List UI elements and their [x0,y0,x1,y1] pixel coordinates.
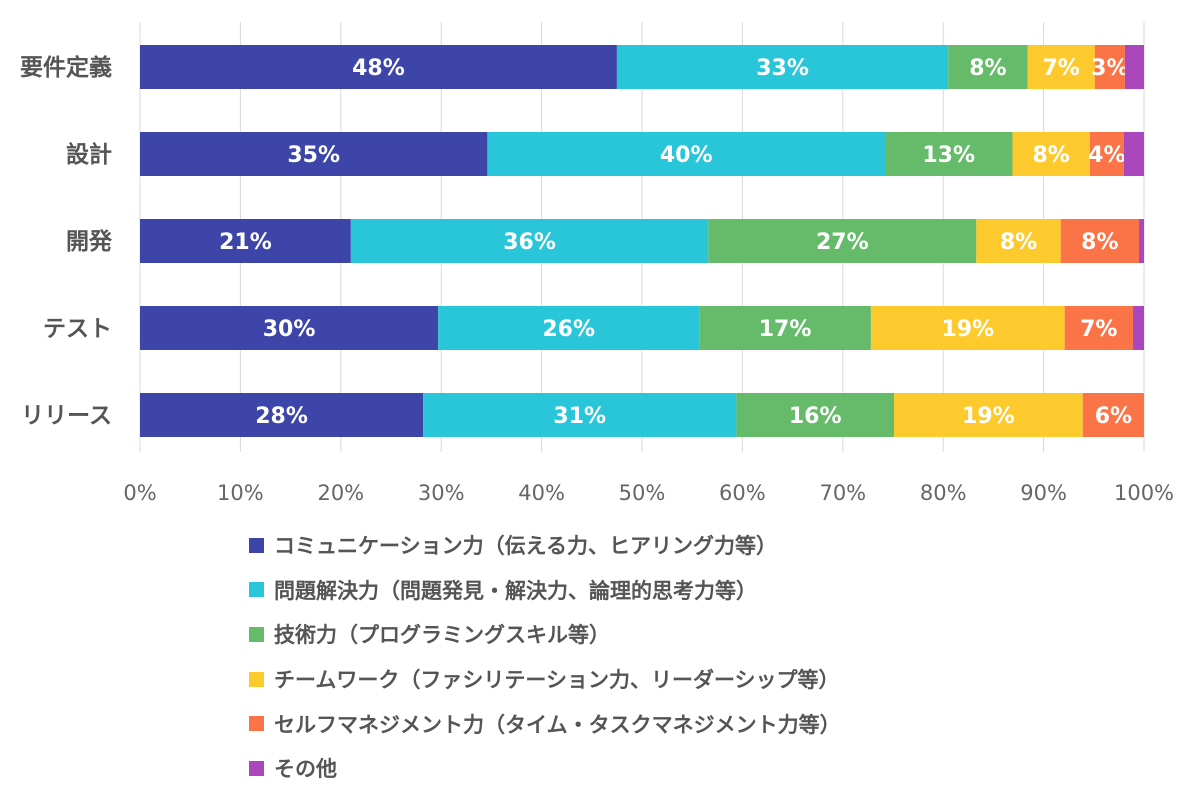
data-label: 13% [922,143,975,168]
legend-item: コミュニケーション力（伝える力、ヒアリング力等） [249,523,1049,568]
data-label: 4% [1088,143,1125,168]
data-label: 40% [660,143,713,168]
bar-segment [1082,393,1144,437]
bar-segment [616,45,949,89]
bar-segment [1064,306,1133,350]
legend-label: セルフマネジメント力（タイム・タスクマネジメント力等） [274,712,841,737]
data-label: 36% [503,230,556,255]
legend-swatch [249,582,264,598]
data-label: 31% [553,404,606,429]
bar-segment [350,219,709,263]
legend-swatch [249,671,264,687]
bar-segment [884,132,1013,176]
x-tick-label: 60% [719,481,766,505]
bar-segment [140,393,424,437]
data-label: 33% [756,56,809,81]
data-label: 17% [759,317,812,342]
data-label: 3% [1091,56,1128,81]
x-tick-label: 40% [518,481,565,505]
data-label: 26% [542,317,595,342]
legend-swatch [249,716,264,732]
legend-item: その他 [249,746,1049,791]
bar-segment [140,132,488,176]
bar-segment [699,306,871,350]
data-label: 19% [962,404,1015,429]
legend: コミュニケーション力（伝える力、ヒアリング力等） 問題解決力（問題発見・解決力、論… [249,523,1049,791]
bar-segment [1060,219,1139,263]
data-label: 30% [263,317,316,342]
bar-segment [1027,45,1095,89]
legend-item: セルフマネジメント力（タイム・タスクマネジメント力等） [249,701,1049,746]
data-label: 7% [1080,317,1117,342]
data-label: 7% [1042,56,1079,81]
legend-label: 技術力（プログラミングスキル等） [274,623,610,648]
data-label: 6% [1095,404,1132,429]
data-label: 8% [1000,230,1037,255]
bar-segment [487,132,885,176]
legend-label: コミュニケーション力（伝える力、ヒアリング力等） [274,534,777,559]
data-label: 35% [287,143,340,168]
bar-segment [894,393,1083,437]
x-tick-label: 80% [920,481,967,505]
x-tick-label: 20% [317,481,364,505]
bar-segment [708,219,977,263]
bar-segment [1124,45,1144,89]
bar-segment [140,219,351,263]
x-tick-label: 100% [1114,481,1174,505]
x-axis-tick-labels: 0% 10% 20% 30% 40% 50% 60% 70% 80% 90% 100% [123,481,1174,505]
bar-segment [1123,132,1144,176]
bar-segment [140,306,439,350]
legend-item: 問題解決力（問題発見・解決力、論理的思考力等） [249,568,1049,613]
legend-swatch [249,760,264,776]
x-tick-label: 10% [217,481,264,505]
data-label: 8% [1081,230,1118,255]
legend-item: チームワーク（ファシリテーション力、リーダーシップ等） [249,657,1049,702]
legend-label: 問題解決力（問題発見・解決力、論理的思考力等） [274,578,757,603]
bar-segment [438,306,700,350]
bar-segment [423,393,737,437]
data-label: 19% [941,317,994,342]
data-label: 16% [789,404,842,429]
bars: 48% 33% 8% 7% 3% 35% 40% 13% 8% 4% 21% 36% 27% 8% 8% 30… [140,45,1144,437]
category-label: 開発 [66,229,113,255]
x-tick-label: 70% [819,481,866,505]
bar-segment [1089,132,1124,176]
legend-label: その他 [274,757,337,782]
bar-segment [1132,306,1144,350]
legend-label: チームワーク（ファシリテーション力、リーダーシップ等） [274,668,840,693]
legend-swatch [249,626,264,642]
data-label: 21% [219,230,272,255]
category-label: 設計 [66,141,112,168]
x-tick-label: 90% [1020,481,1067,505]
x-tick-label: 30% [418,481,465,505]
category-label: テスト [43,316,112,342]
bar-segment [870,306,1065,350]
bar-segment [736,393,895,437]
bar-segment [140,45,617,89]
data-label: 28% [255,404,308,429]
data-label: 8% [969,56,1006,81]
data-label: 8% [1032,143,1069,168]
bar-segment [976,219,1061,263]
category-label: 要件定義 [20,54,112,81]
legend-item: 技術力（プログラミングスキル等） [249,612,1049,657]
bar-segment [1094,45,1125,89]
data-label: 48% [352,56,405,81]
x-tick-label: 0% [123,481,156,505]
category-label: リリース [21,403,112,429]
bar-segment [1138,219,1144,263]
bar-segment [1012,132,1090,176]
x-tick-label: 50% [619,481,666,505]
bar-segment [948,45,1028,89]
legend-swatch [249,537,264,553]
data-label: 27% [816,230,869,255]
